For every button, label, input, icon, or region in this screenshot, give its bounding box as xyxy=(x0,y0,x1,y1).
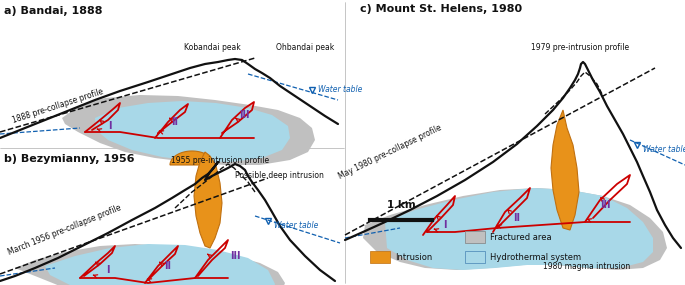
Polygon shape xyxy=(95,101,290,162)
Text: Kobandai peak: Kobandai peak xyxy=(184,43,240,52)
Text: Ohbandai peak: Ohbandai peak xyxy=(276,43,334,52)
Polygon shape xyxy=(551,110,579,230)
Bar xyxy=(370,251,390,263)
Text: Water table: Water table xyxy=(643,146,685,154)
Text: III: III xyxy=(239,110,249,120)
Bar xyxy=(465,231,485,243)
Text: Fractured area: Fractured area xyxy=(490,233,551,241)
Text: b) Bezymianny, 1956: b) Bezymianny, 1956 xyxy=(4,154,134,164)
Text: 1 km: 1 km xyxy=(386,200,415,210)
Text: a) Bandai, 1888: a) Bandai, 1888 xyxy=(4,6,103,16)
Polygon shape xyxy=(170,151,214,165)
Text: II: II xyxy=(171,117,179,127)
Text: II: II xyxy=(514,213,521,223)
Text: II: II xyxy=(164,261,171,271)
Text: Hydrothermal system: Hydrothermal system xyxy=(490,253,581,262)
Text: Water table: Water table xyxy=(318,86,362,95)
Polygon shape xyxy=(385,188,653,270)
Text: Possible deep intrusion: Possible deep intrusion xyxy=(235,170,324,180)
Text: I: I xyxy=(443,220,447,230)
Text: III: III xyxy=(229,251,240,261)
Polygon shape xyxy=(45,244,275,285)
Text: 1955 pre-intrusion profile: 1955 pre-intrusion profile xyxy=(171,156,269,165)
Text: Intrusion: Intrusion xyxy=(395,253,432,262)
Text: 1980 magma intrusion: 1980 magma intrusion xyxy=(543,262,630,271)
Text: I: I xyxy=(108,121,112,131)
Text: March 1956 pre-collapse profile: March 1956 pre-collapse profile xyxy=(7,203,123,257)
Text: 1888 pre-collapse profile: 1888 pre-collapse profile xyxy=(12,87,105,125)
Text: May 1980 pre-collapse profile: May 1980 pre-collapse profile xyxy=(337,123,443,181)
Bar xyxy=(465,251,485,263)
Text: Water table: Water table xyxy=(274,221,319,231)
Text: I: I xyxy=(106,265,110,275)
Polygon shape xyxy=(363,188,667,270)
Text: III: III xyxy=(600,200,610,210)
Text: 1979 pre-intrusion profile: 1979 pre-intrusion profile xyxy=(531,43,629,52)
Polygon shape xyxy=(15,244,285,285)
Polygon shape xyxy=(62,95,315,165)
Polygon shape xyxy=(194,152,222,248)
Text: c) Mount St. Helens, 1980: c) Mount St. Helens, 1980 xyxy=(360,4,522,14)
